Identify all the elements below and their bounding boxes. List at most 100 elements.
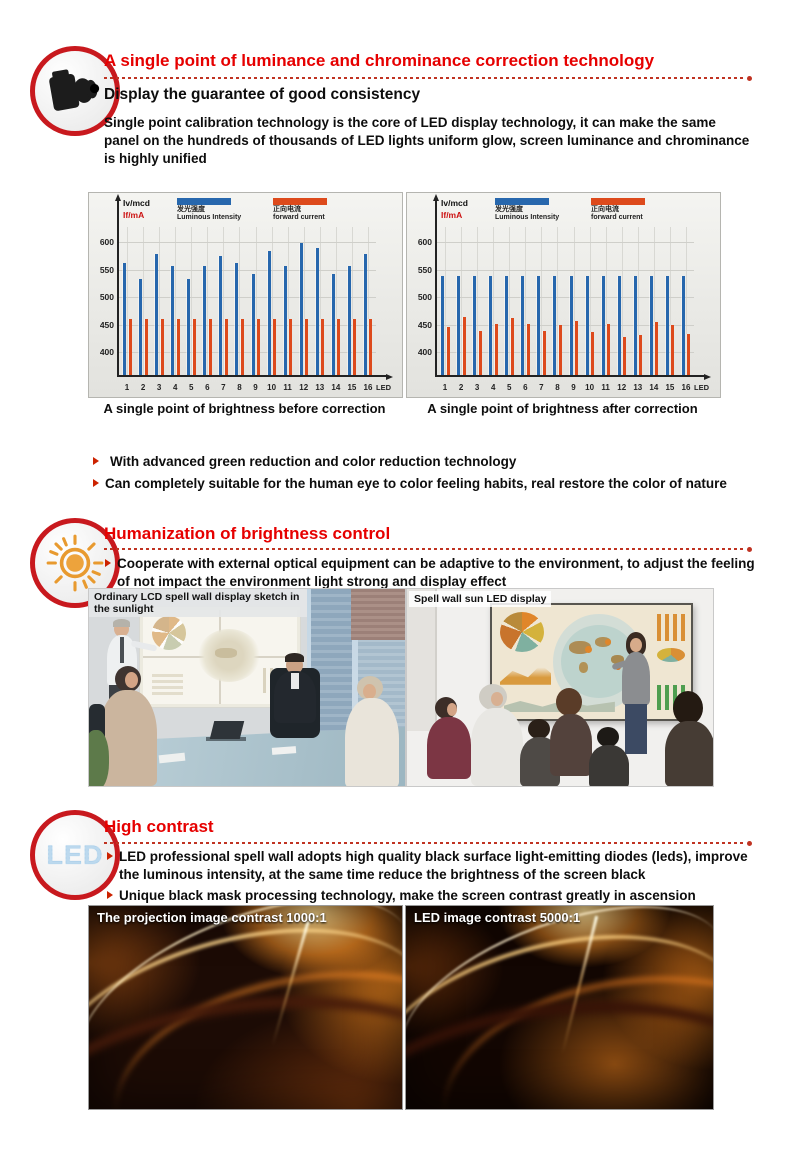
- bar-forward-current: [541, 331, 546, 375]
- hair: [284, 652, 304, 662]
- y-axis-title-secondary: If/mA: [441, 210, 463, 220]
- hair: [112, 618, 130, 627]
- face: [630, 638, 643, 653]
- x-tick-label: 8: [555, 383, 560, 392]
- x-tick-label: 3: [156, 383, 162, 392]
- legend-item: 发光强度 Luminous Intensity: [495, 198, 559, 223]
- chart-before-correction: 1 2 3 4 5 6 7 8 9 10 11 12 13 14 15 16 400 450 500 550 600 LE…: [88, 192, 403, 398]
- hair: [596, 726, 619, 747]
- y-axis-arrow: [432, 194, 439, 201]
- dashed-divider: [104, 547, 752, 552]
- bar-forward-current: [320, 318, 325, 375]
- continent: [579, 661, 589, 673]
- x-tick-label: 1: [442, 383, 448, 392]
- bar-forward-current: [670, 324, 675, 375]
- correction-bullet-list: With advanced green reduction and color …: [92, 453, 792, 496]
- audience-figure: [425, 697, 472, 780]
- x-axis-arrow: [704, 373, 711, 380]
- legend-label-cn: 发光强度: [495, 206, 523, 213]
- hair: [672, 691, 703, 726]
- y-axis: [117, 201, 119, 375]
- y-tick-label: 550: [99, 264, 114, 275]
- y-tick-label: 450: [99, 319, 114, 330]
- seated-man-center: [266, 652, 323, 755]
- body: [344, 697, 399, 786]
- correction-body: Single point calibration technology is t…: [104, 115, 750, 166]
- bar-forward-current: [574, 321, 579, 375]
- y-axis: [435, 201, 437, 375]
- caption-before: A single point of brightness before corr…: [103, 401, 386, 416]
- y-tick-label: 450: [417, 319, 432, 330]
- continent: [595, 636, 612, 647]
- bar-forward-current: [159, 318, 164, 375]
- bar-forward-current: [368, 318, 373, 375]
- bar-luminous-intensity: [122, 262, 127, 375]
- map-dot: [604, 639, 611, 646]
- bar-luminous-intensity: [600, 276, 605, 375]
- x-tick-label: 2: [140, 383, 146, 392]
- bar-luminous-intensity: [330, 273, 335, 375]
- x-tick-label: 4: [490, 383, 496, 392]
- bullet-item: Cooperate with external optical equipmen…: [104, 555, 759, 590]
- hair: [555, 687, 582, 716]
- caption-after: A single point of brightness after corre…: [427, 401, 698, 416]
- chart-graphic: [151, 674, 183, 695]
- bar-forward-current: [477, 330, 482, 375]
- x-tick-label: 10: [267, 383, 277, 392]
- bullet-item: Can completely suitable for the human ey…: [92, 475, 792, 493]
- y-axis-title-secondary: If/mA: [123, 210, 145, 220]
- bar-luminous-intensity: [440, 276, 445, 375]
- x-tick-label: 5: [507, 383, 512, 392]
- body: [427, 717, 472, 780]
- bar-luminous-intensity: [536, 276, 541, 375]
- hair: [528, 719, 551, 740]
- x-axis: [117, 375, 386, 377]
- bar-luminous-intensity: [346, 265, 351, 375]
- x-tick-label: 4: [172, 383, 178, 392]
- x-tick-label: 16: [363, 383, 373, 392]
- audience-figure: [471, 683, 524, 786]
- face: [447, 703, 458, 717]
- bar-luminous-intensity: [138, 278, 143, 375]
- bar-forward-current: [493, 324, 498, 375]
- x-tick-label: 8: [237, 383, 242, 392]
- bar-luminous-intensity: [616, 276, 621, 375]
- body: [588, 744, 629, 786]
- legend-swatch: [177, 198, 231, 205]
- brightness-bullet-list: Cooperate with external optical equipmen…: [104, 555, 759, 594]
- contrast-image-label-left: The projection image contrast 1000:1: [97, 910, 327, 925]
- bar-forward-current: [654, 322, 659, 375]
- section-title-correction: A single point of luminance and chromina…: [104, 51, 655, 70]
- jeans: [625, 704, 648, 755]
- x-tick-label: 9: [253, 383, 258, 392]
- x-tick-label: 5: [189, 383, 194, 392]
- bar-luminous-intensity: [154, 253, 159, 375]
- legend-label-en: Luminous Intensity: [177, 214, 242, 222]
- bar-forward-current: [638, 335, 643, 375]
- bar-forward-current: [143, 318, 148, 375]
- bar-forward-current: [445, 326, 450, 375]
- y-tick-label: 400: [99, 347, 114, 358]
- x-tick-label: 9: [571, 383, 576, 392]
- face: [491, 691, 504, 706]
- contrast-image-label-right: LED image contrast 5000:1: [414, 910, 581, 925]
- legend-label-en: Luminous Intensity: [495, 214, 560, 222]
- bar-luminous-intensity: [456, 276, 461, 375]
- y-tick-label: 400: [417, 347, 432, 358]
- led-icon-text: LED: [46, 839, 104, 870]
- bullet-item: LED professional spell wall adopts high …: [106, 848, 768, 883]
- seated-woman-right: [339, 675, 405, 786]
- audience-figure: [520, 719, 561, 786]
- bar-forward-current: [509, 318, 514, 375]
- bar-luminous-intensity: [648, 276, 653, 375]
- bar-luminous-intensity: [282, 265, 287, 375]
- face: [362, 683, 376, 699]
- continent: [610, 655, 624, 665]
- x-tick-label: 6: [205, 383, 210, 392]
- section-title-brightness: Humanization of brightness control: [104, 524, 391, 543]
- x-tick-label: 2: [458, 383, 464, 392]
- body: [99, 689, 157, 786]
- x-tick-label: 11: [283, 383, 292, 392]
- bar-forward-current: [622, 336, 627, 375]
- contrast-image-led: LED image contrast 5000:1: [405, 905, 714, 1110]
